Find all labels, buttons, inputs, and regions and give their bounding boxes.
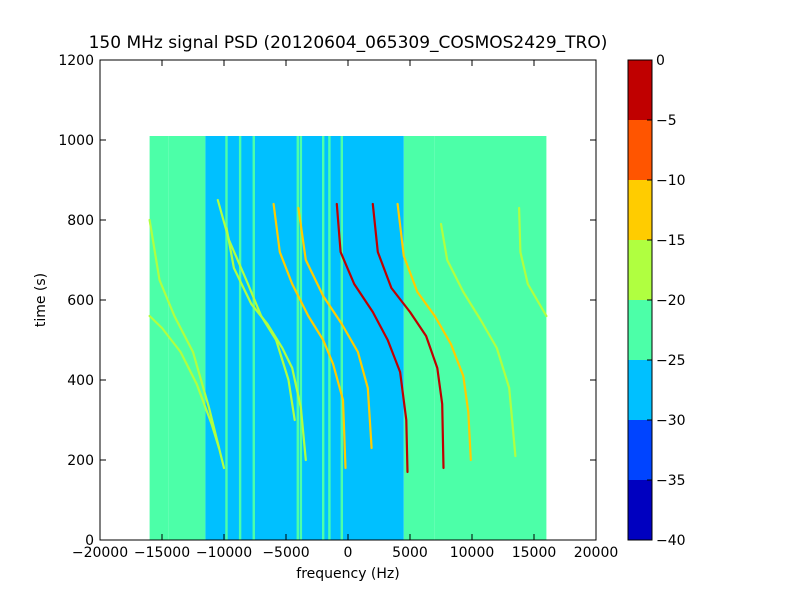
x-axis-label: frequency (Hz)	[296, 566, 399, 582]
y-tick-label: 400	[67, 373, 94, 389]
signal-track	[148, 218, 226, 470]
colorbar-band	[628, 180, 652, 241]
y-tick-label: 1000	[58, 133, 94, 149]
colorbar-band	[628, 60, 652, 121]
signal-track	[272, 202, 347, 470]
x-tick-label: −15000	[134, 545, 190, 561]
y-tick-label: 1200	[58, 53, 94, 69]
signal-track	[335, 202, 409, 474]
vertical-line	[299, 136, 303, 540]
heatmap-region	[403, 136, 435, 540]
signal-track	[439, 222, 517, 458]
y-axis-label: time (s)	[33, 273, 49, 327]
x-tick-label: −5000	[262, 545, 309, 561]
colorbar-tick-label: −10	[656, 173, 686, 189]
colorbar-tick-label: −40	[656, 533, 686, 549]
colorbar-tick-label: −25	[656, 353, 686, 369]
vertical-line	[252, 136, 255, 540]
heatmap	[148, 136, 548, 540]
colorbar-tick-label: −20	[656, 293, 686, 309]
y-tick-label: 0	[85, 533, 94, 549]
colorbar-band	[628, 120, 652, 181]
colorbar: 0 −5 −10 −15 −20 −25 −30 −35 −40	[627, 53, 686, 549]
x-tick-label: −20000	[72, 545, 128, 561]
colorbar-band	[628, 240, 652, 301]
colorbar-band	[628, 480, 652, 541]
colorbar-tick-label: 0	[656, 53, 665, 69]
vertical-line	[225, 136, 228, 540]
vertical-line	[340, 136, 343, 540]
vertical-line	[328, 136, 331, 540]
colorbar-tick-label: −35	[656, 473, 686, 489]
x-tick-label: 0	[344, 545, 353, 561]
chart-title: 150 MHz signal PSD (20120604_065309_COSM…	[89, 33, 608, 53]
colorbar-tick-label: −30	[656, 413, 686, 429]
heatmap-region	[149, 136, 169, 540]
colorbar-band	[628, 420, 652, 481]
signal-track	[396, 202, 472, 462]
heatmap-region	[205, 136, 255, 540]
vertical-line	[296, 136, 299, 540]
x-tick-label: 15000	[512, 545, 557, 561]
signal-track	[297, 206, 373, 450]
y-axis: 0 200 400 600 800 1000 1200	[58, 53, 596, 549]
x-tick-label: 10000	[450, 545, 495, 561]
x-tick-label: 5000	[392, 545, 428, 561]
vertical-line	[238, 136, 242, 540]
y-tick-label: 200	[67, 453, 94, 469]
signal-track	[371, 202, 445, 470]
x-tick-label: −10000	[196, 545, 252, 561]
colorbar-tick-label: −15	[656, 233, 686, 249]
y-tick-label: 800	[67, 213, 94, 229]
colorbar-tick-label: −5	[656, 113, 677, 129]
signal-track	[216, 198, 296, 422]
x-axis: −20000 −15000 −10000 −5000 0 5000 10000 15000 20…	[72, 60, 618, 561]
y-tick-label: 600	[67, 293, 94, 309]
signal-track	[148, 314, 221, 450]
x-tick-label: 20000	[574, 545, 619, 561]
colorbar-band	[628, 360, 652, 421]
signal-track	[518, 206, 548, 318]
colorbar-band	[628, 300, 652, 361]
